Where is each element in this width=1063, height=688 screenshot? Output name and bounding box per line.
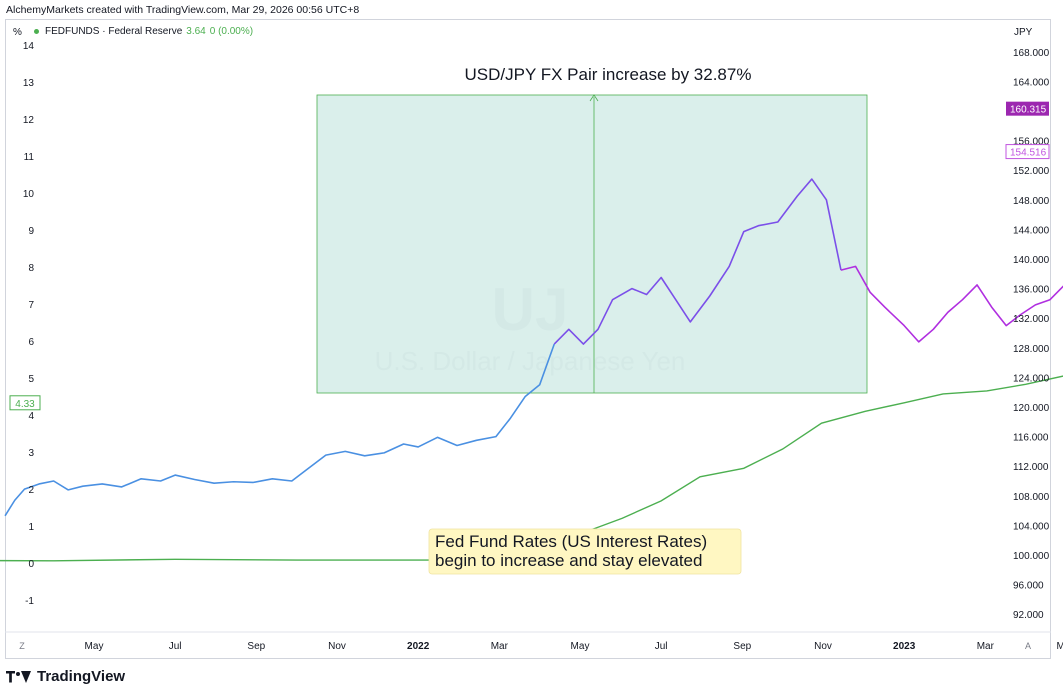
callout-line2: begin to increase and stay elevated bbox=[435, 551, 702, 570]
tradingview-logo[interactable]: TradingView bbox=[6, 668, 125, 685]
left-axis-tick: 1 bbox=[28, 522, 34, 533]
left-axis-tick: 13 bbox=[23, 78, 35, 89]
time-axis[interactable]: May Jul Sep Nov 2022 Mar May Jul Sep Nov 2023 Mar Ma… bbox=[5, 631, 1063, 652]
time-axis-tick: May bbox=[85, 641, 104, 652]
zoom-button: Z bbox=[19, 641, 25, 651]
left-axis-tick: -1 bbox=[25, 596, 34, 607]
annotation-box-layer: USD/JPY FX Pair increase by 32.87% bbox=[316, 65, 868, 394]
right-axis-tick: 124.000 bbox=[1013, 373, 1050, 384]
time-axis-tick: Sep bbox=[733, 641, 751, 652]
left-axis-tick: 4 bbox=[28, 411, 34, 422]
left-axis-tick: 7 bbox=[28, 300, 34, 311]
price-label-current: 154.516 bbox=[1010, 148, 1047, 159]
right-axis-tick: 140.000 bbox=[1013, 255, 1050, 266]
time-axis-tick: May bbox=[571, 641, 590, 652]
fedfunds-label: 4.33 bbox=[15, 399, 35, 410]
time-axis-tick: Mar bbox=[977, 641, 995, 652]
right-axis-tick: 152.000 bbox=[1013, 166, 1050, 177]
time-axis-tick: May bbox=[1057, 641, 1063, 652]
left-axis-tick: 8 bbox=[28, 263, 34, 274]
chart-frame bbox=[5, 19, 1051, 659]
right-axis-tick: 144.000 bbox=[1013, 225, 1050, 236]
right-axis-tick: 120.000 bbox=[1013, 403, 1050, 414]
callout-line1: Fed Fund Rates (US Interest Rates) bbox=[435, 532, 707, 551]
time-axis-tick: 2022 bbox=[407, 641, 430, 652]
time-axis-tick: Nov bbox=[814, 641, 832, 652]
right-axis-tick: 108.000 bbox=[1013, 492, 1050, 503]
price-label-last: 160.315 bbox=[1010, 105, 1047, 116]
price-label-box bbox=[1005, 144, 1050, 160]
right-axis-unit: JPY bbox=[1014, 27, 1033, 38]
legend-value: 3.64 bbox=[186, 26, 206, 37]
right-axis-tick: 104.000 bbox=[1013, 521, 1050, 532]
series-line-usdjpy-1 bbox=[553, 178, 842, 345]
tradingview-brand: TradingView bbox=[37, 668, 126, 685]
auto-scale-button: A bbox=[1025, 641, 1031, 651]
legend-symbol: FEDFUNDS · Federal Reserve bbox=[45, 26, 183, 37]
left-axis-tick: 9 bbox=[28, 226, 34, 237]
right-axis-tick: 112.000 bbox=[1013, 462, 1049, 473]
left-axis-tick: 14 bbox=[23, 41, 35, 52]
right-axis-tick: 92.000 bbox=[1013, 610, 1044, 621]
time-axis-tick: Jul bbox=[655, 641, 668, 652]
right-axis-tick: 128.000 bbox=[1013, 344, 1050, 355]
right-axis-tick: 136.000 bbox=[1013, 285, 1050, 296]
right-axis-tick: 168.000 bbox=[1013, 48, 1050, 59]
time-axis-tick: 2023 bbox=[893, 641, 916, 652]
right-axis-tick: 132.000 bbox=[1013, 314, 1050, 325]
series-line-usdjpy-0 bbox=[4, 343, 555, 517]
right-axis-tick: 156.000 bbox=[1013, 137, 1050, 148]
range-box-title: USD/JPY FX Pair increase by 32.87% bbox=[465, 65, 752, 84]
legend[interactable]: FEDFUNDS · Federal Reserve 3.64 0 (0.00%… bbox=[34, 26, 253, 37]
right-axis-tick: 100.000 bbox=[1013, 551, 1050, 562]
time-axis-tick: Mar bbox=[491, 641, 509, 652]
series-line-usdjpy-2 bbox=[840, 265, 1063, 343]
time-axis-tick: Nov bbox=[328, 641, 346, 652]
time-axis-tick: Jul bbox=[169, 641, 182, 652]
range-box bbox=[316, 94, 868, 394]
chart-credit: AlchemyMarkets created with TradingView.… bbox=[6, 4, 360, 16]
left-axis-tick: 11 bbox=[24, 152, 35, 163]
fedfunds-label-box bbox=[9, 395, 41, 411]
legend-dot-icon bbox=[34, 29, 39, 34]
left-axis-tick: 2 bbox=[28, 485, 34, 496]
left-axis-tick: 0 bbox=[28, 559, 34, 570]
right-axis-tick: 96.000 bbox=[1013, 581, 1044, 592]
right-axis-tick: 164.000 bbox=[1013, 77, 1050, 88]
price-label-box bbox=[1006, 101, 1049, 116]
left-axis-unit: % bbox=[13, 27, 22, 38]
tradingview-logo-icon bbox=[6, 670, 31, 683]
callout-box bbox=[428, 528, 742, 575]
left-axis-tick: 10 bbox=[23, 189, 35, 200]
range-arrow-head-icon bbox=[589, 94, 599, 102]
left-axis-tick: 5 bbox=[28, 374, 34, 385]
left-axis-tick: 6 bbox=[28, 337, 34, 348]
time-axis-tick: Sep bbox=[247, 641, 265, 652]
left-axis-tick: 12 bbox=[23, 115, 35, 126]
right-axis[interactable]: 92.000 96.000 100.000 104.000 108.000 112.000… bbox=[1013, 48, 1050, 621]
callout-layer: Fed Fund Rates (US Interest Rates)begin … bbox=[428, 528, 742, 575]
right-axis-tick: 116.000 bbox=[1013, 433, 1049, 444]
legend-change: 0 (0.00%) bbox=[209, 26, 254, 37]
left-axis-tick: 3 bbox=[28, 448, 34, 459]
price-labels: 160.315 154.516 4.33 bbox=[9, 101, 1050, 411]
right-axis-tick: 148.000 bbox=[1013, 196, 1050, 207]
